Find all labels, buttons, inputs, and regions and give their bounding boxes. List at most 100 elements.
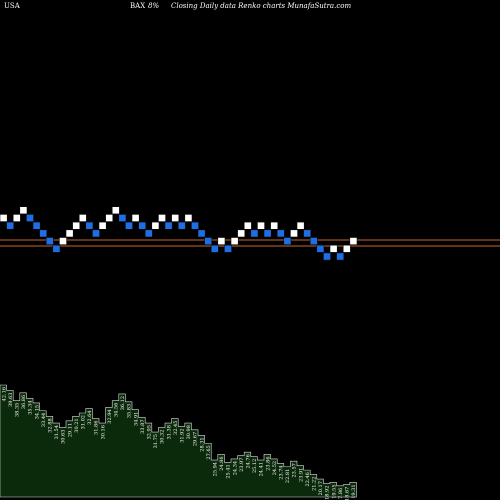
renko-brick-down (39, 229, 48, 238)
country-label: USA (4, 2, 21, 10)
renko-brick-down (164, 221, 173, 230)
volume-label: 30.32 (160, 430, 166, 444)
volume-label: 30.98 (186, 425, 192, 439)
renko-brick-down (204, 237, 213, 245)
volume-label: 23.57 (292, 463, 298, 477)
renko-brick-up (329, 244, 338, 253)
renko-brick-up (158, 214, 166, 222)
renko-brick-up (78, 214, 87, 222)
volume-label: 32.64 (87, 411, 93, 425)
renko-brick-up (217, 237, 226, 245)
renko-brick-up (296, 221, 305, 230)
renko-brick-down (323, 252, 331, 261)
renko-brick-up (237, 229, 246, 238)
renko-brick-up (105, 214, 114, 222)
volume-label: 35.34 (28, 400, 34, 414)
renko-bricks (0, 206, 358, 261)
renko-brick-down (125, 221, 133, 230)
volume-label: 39.63 (8, 393, 14, 407)
volume-label: 24.76 (246, 454, 252, 468)
volume-label: 21.22 (312, 477, 318, 491)
renko-brick-down (26, 214, 34, 222)
volume-label: 33.44 (41, 413, 47, 427)
volume-label: 19.55 (331, 484, 337, 498)
renko-brick-up (98, 221, 107, 230)
volume-label: 23.97 (239, 458, 245, 472)
renko-brick-up (171, 214, 180, 222)
volume-label: 31.38 (166, 425, 172, 439)
renko-brick-down (177, 221, 186, 230)
renko-brick-up (342, 244, 351, 253)
volume-label: 25.41 (226, 464, 232, 478)
volume-label: 17.86 (338, 488, 344, 500)
volume-label: 34.56 (114, 403, 120, 417)
renko-brick-down (191, 221, 199, 230)
volume-label: 42.16 (1, 387, 7, 401)
volume-label: 36.12 (120, 396, 126, 410)
volume-label: 23.74 (279, 465, 285, 479)
volume-label: 31.92 (180, 428, 186, 442)
renko-brick-up (111, 206, 120, 215)
renko-brick-down (250, 229, 259, 238)
renko-brick-down (52, 244, 61, 253)
volume-label: 24.41 (259, 462, 265, 476)
renko-brick-down (336, 252, 345, 261)
renko-brick-down (276, 229, 285, 238)
volume-label: 32.45 (173, 421, 179, 435)
renko-brick-up (290, 229, 298, 238)
volume-label: 30.63 (61, 430, 67, 444)
renko-brick-down (283, 237, 292, 245)
volume-series (0, 384, 357, 498)
renko-brick-down (316, 244, 325, 253)
volume-label: 25.94 (213, 462, 219, 476)
volume-label: 31.75 (153, 434, 159, 448)
volume-label: 18.67 (345, 487, 351, 500)
renko-brick-up (270, 221, 279, 230)
volume-label: 27.65 (206, 445, 212, 459)
volume-label: 32.94 (107, 409, 113, 423)
volume-label: 34.15 (34, 405, 40, 419)
volume-label: 30.21 (74, 418, 80, 432)
volume-label: 20.17 (318, 481, 324, 495)
volume-label: 18.92 (325, 486, 331, 500)
volume-label: 24.34 (232, 461, 238, 475)
renko-brick-down (32, 221, 41, 230)
renko-brick-down (210, 244, 219, 253)
chart-description: Closing Daily data Renko charts MunafaSu… (171, 2, 351, 10)
renko-brick-down (303, 229, 312, 238)
renko-brick-up (65, 229, 74, 238)
volume-label: 24.52 (272, 461, 278, 475)
volume-label: 24.86 (219, 456, 225, 470)
volume-label: 22.46 (305, 472, 311, 486)
volume-label: 35.83 (127, 404, 133, 418)
renko-brick-up (230, 237, 239, 245)
renko-brick-up (19, 206, 28, 215)
renko-brick-down (263, 229, 272, 238)
volume-label: 34.91 (133, 412, 139, 426)
reference-lines (0, 239, 500, 247)
renko-brick-down (6, 221, 15, 230)
renko-brick-up (131, 214, 140, 222)
volume-area (0, 384, 357, 498)
volume-label: 32.95 (147, 425, 153, 439)
renko-brick-up (184, 214, 193, 222)
volume-label: 31.54 (54, 425, 60, 439)
renko-brick-down (138, 221, 147, 230)
volume-label: 23.86 (265, 456, 271, 470)
renko-brick-up (12, 214, 21, 222)
volume-label: 25.12 (252, 459, 258, 473)
volume-label: 38.35 (15, 403, 21, 417)
renko-brick-up (243, 221, 252, 230)
volume-label: 28.31 (199, 437, 205, 451)
renko-brick-up (349, 237, 358, 245)
change-label: 8% (148, 2, 159, 10)
renko-brick-up (257, 221, 265, 230)
renko-brick-down (309, 237, 318, 245)
renko-brick-up (0, 214, 8, 222)
renko-brick-down (92, 229, 100, 238)
volume-label: 29.11 (67, 423, 73, 437)
volume-label: 32.88 (48, 418, 54, 432)
volume-label: 33.87 (140, 419, 146, 433)
